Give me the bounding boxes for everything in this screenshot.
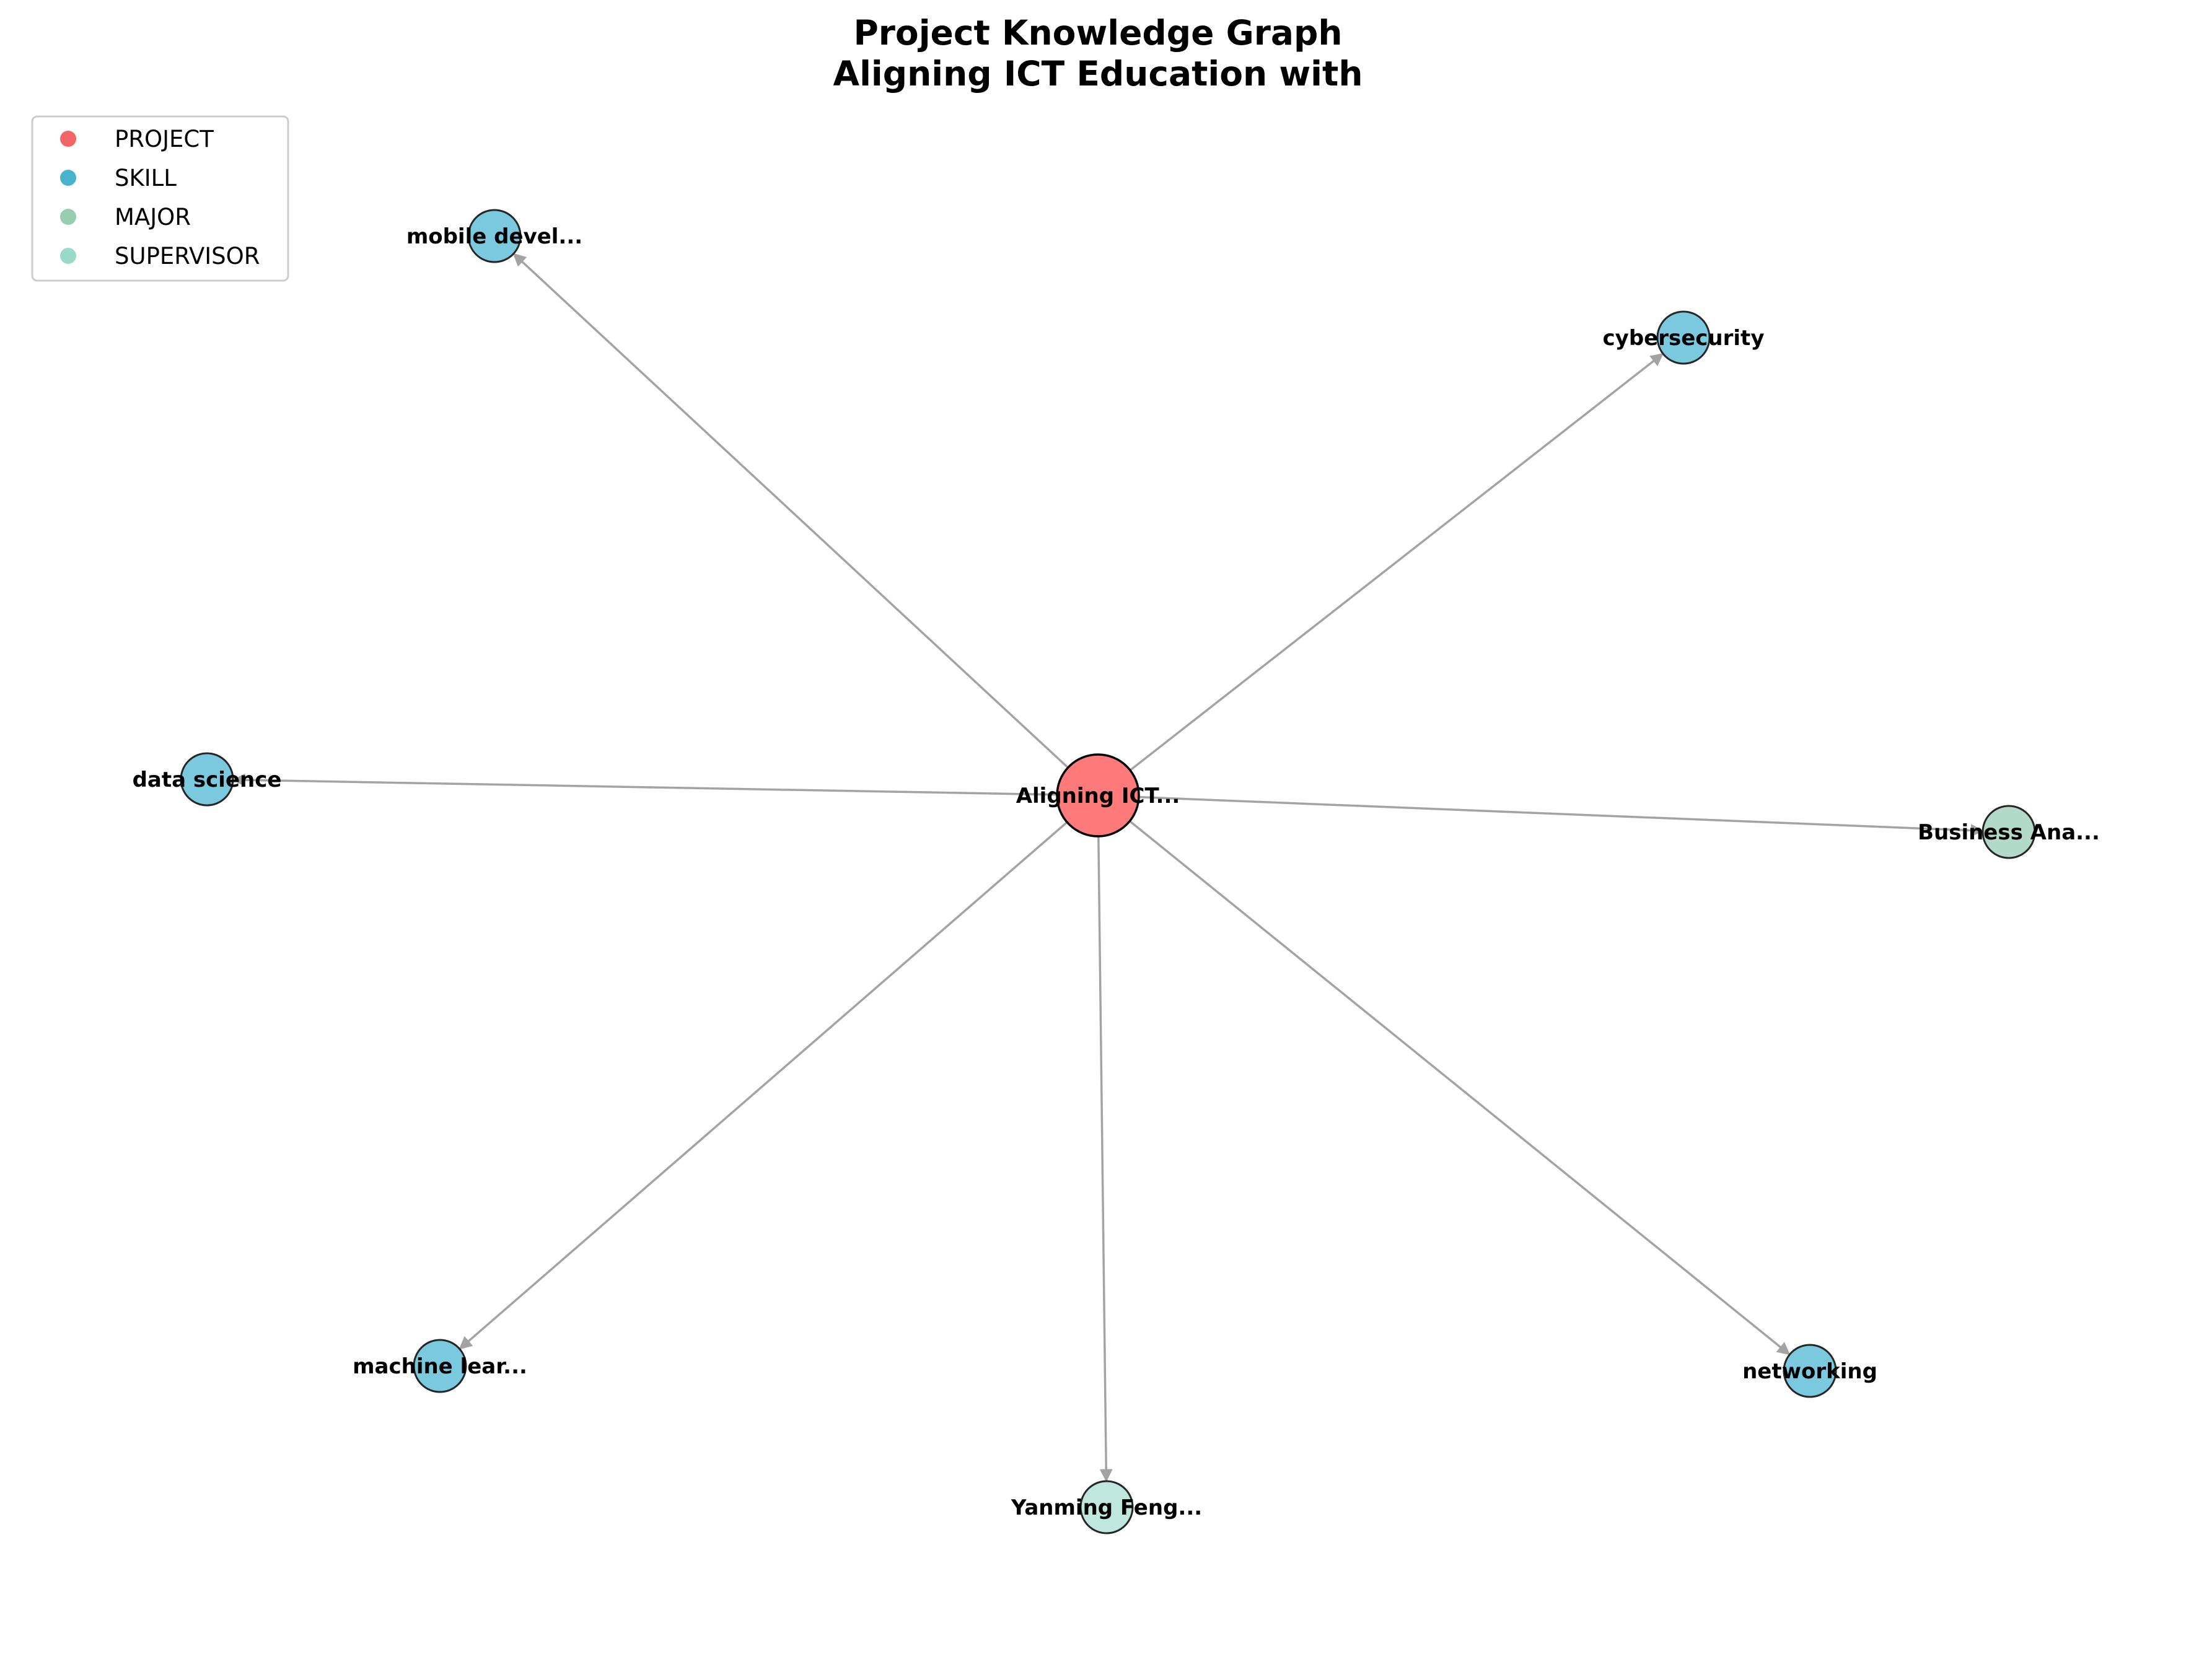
legend-label-major: MAJOR: [115, 204, 191, 230]
node-label-business: Business Ana...: [1918, 820, 2100, 845]
legend-marker-supervisor: [60, 248, 76, 264]
legend-marker-major: [60, 209, 76, 225]
legend: PROJECT SKILL MAJOR SUPERVISOR: [32, 116, 288, 281]
graph-title-line-1: Project Knowledge Graph: [853, 13, 1342, 53]
legend-label-supervisor: SUPERVISOR: [115, 243, 260, 269]
legend-marker-project: [60, 131, 76, 147]
legend-label-project: PROJECT: [115, 126, 214, 152]
node-label-networking: networking: [1742, 1359, 1877, 1384]
graph-title-line-2: Aligning ICT Education with: [833, 54, 1363, 94]
legend-marker-skill: [60, 170, 76, 186]
node-label-mobile: mobile devel...: [406, 224, 582, 249]
edge-project-to-mobile: [514, 255, 1068, 768]
node-label-ml: machine lear...: [353, 1354, 527, 1379]
edge-project-to-ml: [460, 822, 1067, 1348]
edge-project-to-business: [1139, 797, 1982, 831]
node-label-datasci: data science: [133, 768, 282, 792]
node-label-project: Aligning ICT...: [1016, 784, 1180, 808]
node-label-cyber: cybersecurity: [1603, 326, 1765, 351]
edge-project-to-networking: [1130, 821, 1788, 1354]
nodes-layer: [181, 210, 2035, 1533]
edge-project-to-yanming: [1099, 836, 1107, 1480]
labels-layer: Aligning ICT... mobile devel... cybersecur…: [133, 224, 2100, 1520]
edge-project-to-cyber: [1130, 354, 1662, 770]
node-label-yanming: Yanming Feng...: [1011, 1495, 1202, 1520]
edge-project-to-datasci: [234, 780, 1057, 795]
legend-label-skill: SKILL: [115, 165, 177, 191]
edges-layer: [234, 255, 1982, 1480]
